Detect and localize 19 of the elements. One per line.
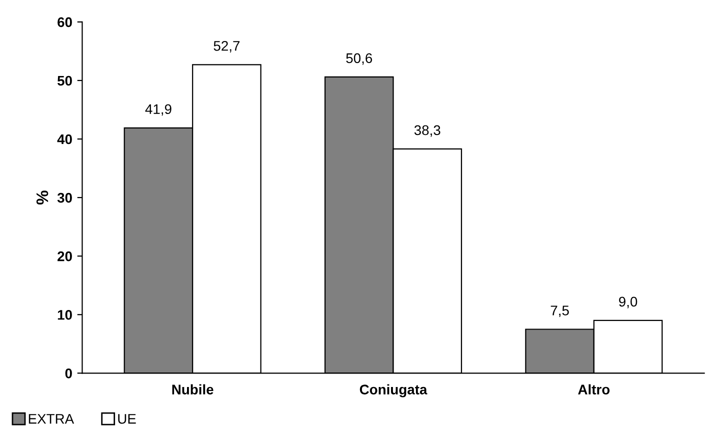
y-axis-title: % [36,190,48,205]
data-label: 7,5 [550,306,569,318]
y-tick-label: 0 [65,368,72,378]
data-label: 50,6 [346,53,372,65]
data-label: 38,3 [414,125,440,137]
y-tick-label: 50 [57,76,72,86]
x-tick-label: Nubile [172,384,214,394]
y-tick-label: 30 [57,192,72,203]
y-tick-label: 20 [58,251,72,262]
y-tick-label: 10 [58,310,72,320]
x-tick-label: Altro [578,384,610,394]
data-label: 41,9 [145,104,172,116]
x-tick-label: Coniugata [360,384,428,398]
data-label: 9,0 [619,296,638,308]
data-label: 52,7 [214,40,240,52]
legend-label: UE [118,414,136,424]
y-tick-label: 40 [57,134,72,144]
legend-label: EXTRA [28,414,74,424]
y-tick-label: 60 [58,17,72,28]
